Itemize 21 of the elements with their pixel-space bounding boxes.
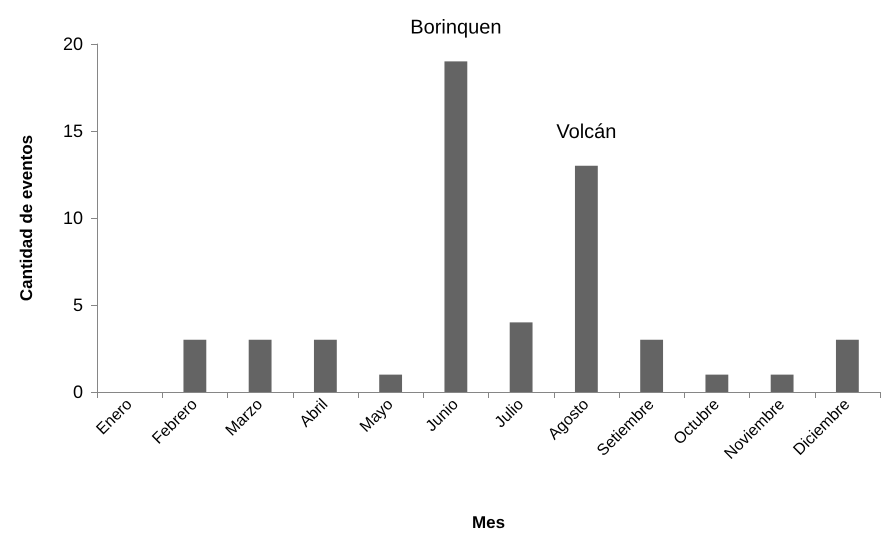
y-tick-label: 15 [62, 121, 83, 141]
y-tick-label: 20 [62, 34, 83, 54]
bar [574, 166, 598, 392]
bar [314, 340, 337, 392]
y-axis-title: Cantidad de eventos [17, 134, 36, 302]
bar [379, 374, 402, 392]
x-tick-label: Julio [492, 396, 528, 432]
bar [510, 322, 533, 392]
text: Borinquen [410, 16, 502, 38]
bar [640, 340, 664, 392]
annotation: Volcán [556, 120, 616, 143]
bar [444, 61, 468, 392]
bar [770, 374, 794, 392]
x-axis-title: Mes [472, 513, 506, 532]
bar [183, 340, 206, 392]
y-tick-label: 5 [72, 295, 83, 315]
y-tick-label: 10 [62, 208, 83, 228]
bar [836, 340, 859, 392]
bar [705, 374, 728, 392]
bar [248, 340, 272, 392]
y-tick-label: 0 [72, 382, 83, 402]
